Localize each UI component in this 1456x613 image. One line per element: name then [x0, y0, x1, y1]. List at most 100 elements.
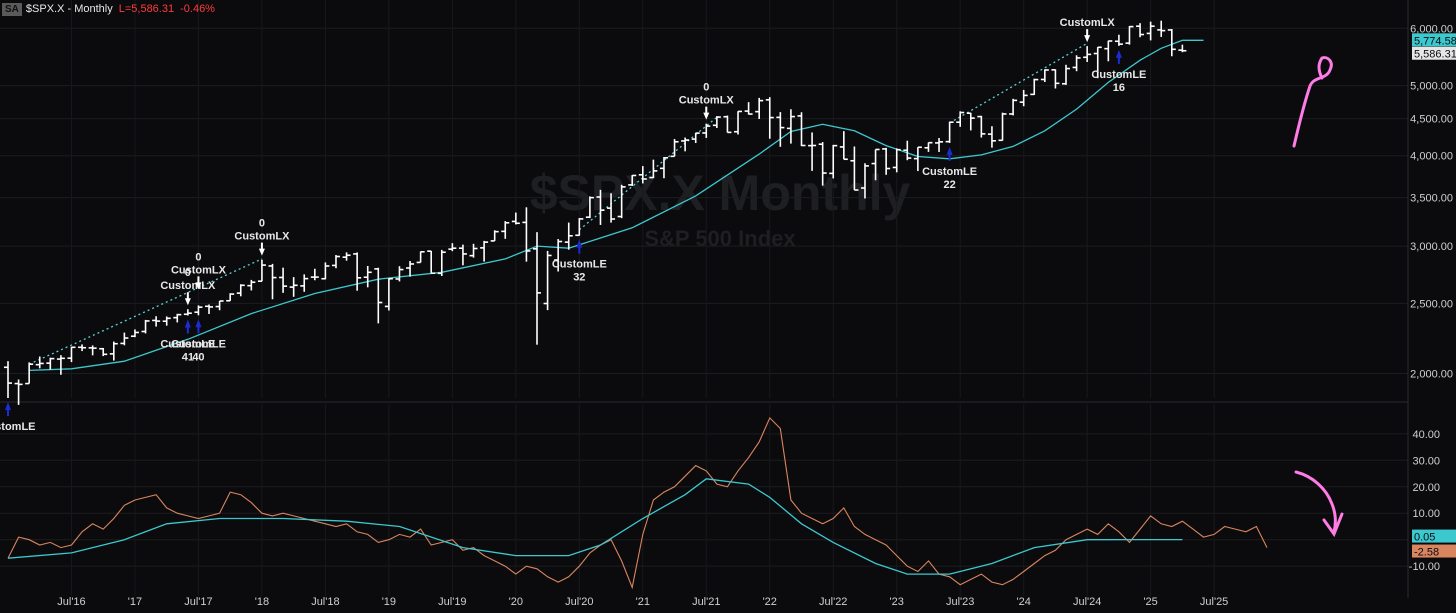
ohlc-bar — [88, 345, 97, 356]
ohlc-bar — [892, 148, 901, 173]
signal-label: CustomLE — [0, 421, 36, 433]
price-tick-label: 2,000.00 — [1410, 369, 1453, 381]
price-tick-label: 6,000.00 — [1410, 23, 1453, 35]
ohlc-bar — [67, 346, 76, 363]
ohlc-bar — [25, 362, 34, 385]
symbol-period-label: $SPX.X - Monthly — [25, 3, 113, 15]
time-tick-label: Jul'17 — [184, 596, 212, 608]
price-tag-text: 5,774.58 — [1414, 35, 1456, 47]
ohlc-bar — [839, 131, 848, 161]
ohlc-bar — [596, 189, 605, 225]
ohlc-bar — [120, 332, 129, 346]
time-tick-label: Jul'19 — [438, 596, 466, 608]
exit-arrow — [195, 276, 202, 290]
ohlc-bar — [956, 111, 965, 127]
ohlc-bar — [395, 266, 404, 282]
ohlc-bar — [1051, 69, 1060, 89]
ohlc-bar — [416, 250, 425, 264]
ohlc-bar — [469, 243, 478, 258]
ohlc-bar — [691, 132, 700, 143]
ohlc-bar — [533, 232, 541, 345]
price-tag-bg — [1412, 33, 1456, 47]
ohlc-bar — [702, 123, 711, 138]
signal-count: 40 — [192, 351, 204, 363]
ohlc-bar — [638, 166, 647, 184]
ohlc-bar — [1072, 55, 1081, 72]
ohlc-bar — [829, 144, 838, 179]
gridlines — [0, 0, 1409, 598]
ohlc-bar — [1104, 40, 1113, 62]
ohlc-bar — [205, 304, 214, 314]
ohlc-bar — [1009, 98, 1018, 116]
ohlc-bar — [141, 319, 150, 334]
signal-label: CustomLX — [234, 231, 290, 243]
symbol-badge[interactable]: SA — [2, 2, 22, 16]
change-label: -0.46% — [180, 3, 215, 15]
ohlc-bar — [289, 277, 298, 297]
osc-tick-label: 40.00 — [1412, 429, 1440, 441]
time-tick-label: '20 — [509, 596, 523, 608]
watermark-title: $SPX.X Monthly — [530, 165, 911, 221]
signal-count: 0 — [259, 218, 265, 230]
annotations — [1292, 56, 1344, 538]
custom-le-signal: CustomLE — [0, 402, 36, 433]
ohlc-bar — [35, 356, 44, 369]
ohlc-bar — [617, 184, 626, 219]
ohlc-bar — [99, 347, 108, 357]
ohlc-bar — [966, 112, 975, 131]
entry-arrow — [576, 239, 583, 254]
ohlc-bar — [78, 344, 87, 352]
ohlc-bar — [723, 115, 732, 134]
axes: 2,000.00 2,500.00 3,000.00 3,500.00 4,000.00… — [57, 23, 1456, 608]
ohlc-bar — [607, 193, 616, 223]
ohlc-bar — [501, 221, 510, 239]
ohlc-bar — [924, 141, 933, 152]
ohlc-bar — [511, 212, 520, 225]
custom-lx-signal: CustomLX — [1060, 17, 1115, 43]
ohlc-bar — [659, 157, 668, 179]
exit-arrow — [703, 106, 710, 120]
time-tick-label: Jul'20 — [565, 596, 593, 608]
ohlc-bar — [585, 196, 594, 219]
price-tick-label: 4,500.00 — [1410, 114, 1453, 126]
ohlc-bar — [321, 262, 330, 280]
signal-markers: CustomLECustomLX0CustomLE41CustomLX0Cust… — [0, 17, 1146, 433]
time-tick-label: Jul'23 — [946, 596, 974, 608]
ohlc-bar — [797, 112, 806, 147]
signal-label: CustomLX — [679, 95, 735, 107]
signal-label: CustomLE — [1091, 69, 1146, 81]
price-tick-label: 3,000.00 — [1410, 241, 1453, 253]
ohlc-bar — [670, 139, 679, 158]
signal-count: 22 — [943, 179, 955, 191]
ohlc-bar — [310, 268, 319, 281]
ohlc-bar — [279, 267, 288, 293]
price-tag-bg — [1412, 544, 1456, 558]
entry-arrow — [184, 319, 191, 334]
ohlc-bar — [755, 97, 764, 119]
ohlc-bar — [1167, 29, 1176, 57]
time-tick-label: '21 — [636, 596, 650, 608]
signal-count: 16 — [1113, 82, 1125, 94]
time-tick-label: '18 — [255, 596, 269, 608]
ohlc-bar — [712, 116, 721, 129]
ohlc-bar — [945, 121, 954, 143]
oscillator-annotation-arrow — [1294, 470, 1344, 538]
ohlc-bar — [257, 259, 266, 282]
ohlc-bar — [786, 109, 795, 144]
signal-count: 41 — [182, 352, 194, 364]
entry-arrow — [195, 319, 202, 334]
ohlc-bar — [850, 146, 859, 191]
ohlc-bar — [480, 240, 489, 262]
entry-arrow — [1115, 49, 1122, 64]
time-tick-label: Jul'21 — [692, 596, 720, 608]
ohlc-bar — [564, 222, 573, 250]
time-tick-label: Jul'16 — [57, 596, 85, 608]
time-tick-label: '23 — [890, 596, 904, 608]
ohlc-bar — [342, 252, 351, 261]
ohlc-bar — [1114, 34, 1123, 46]
chart-header: SA $SPX.X - Monthly L=5,586.31 -0.46% — [0, 0, 215, 18]
